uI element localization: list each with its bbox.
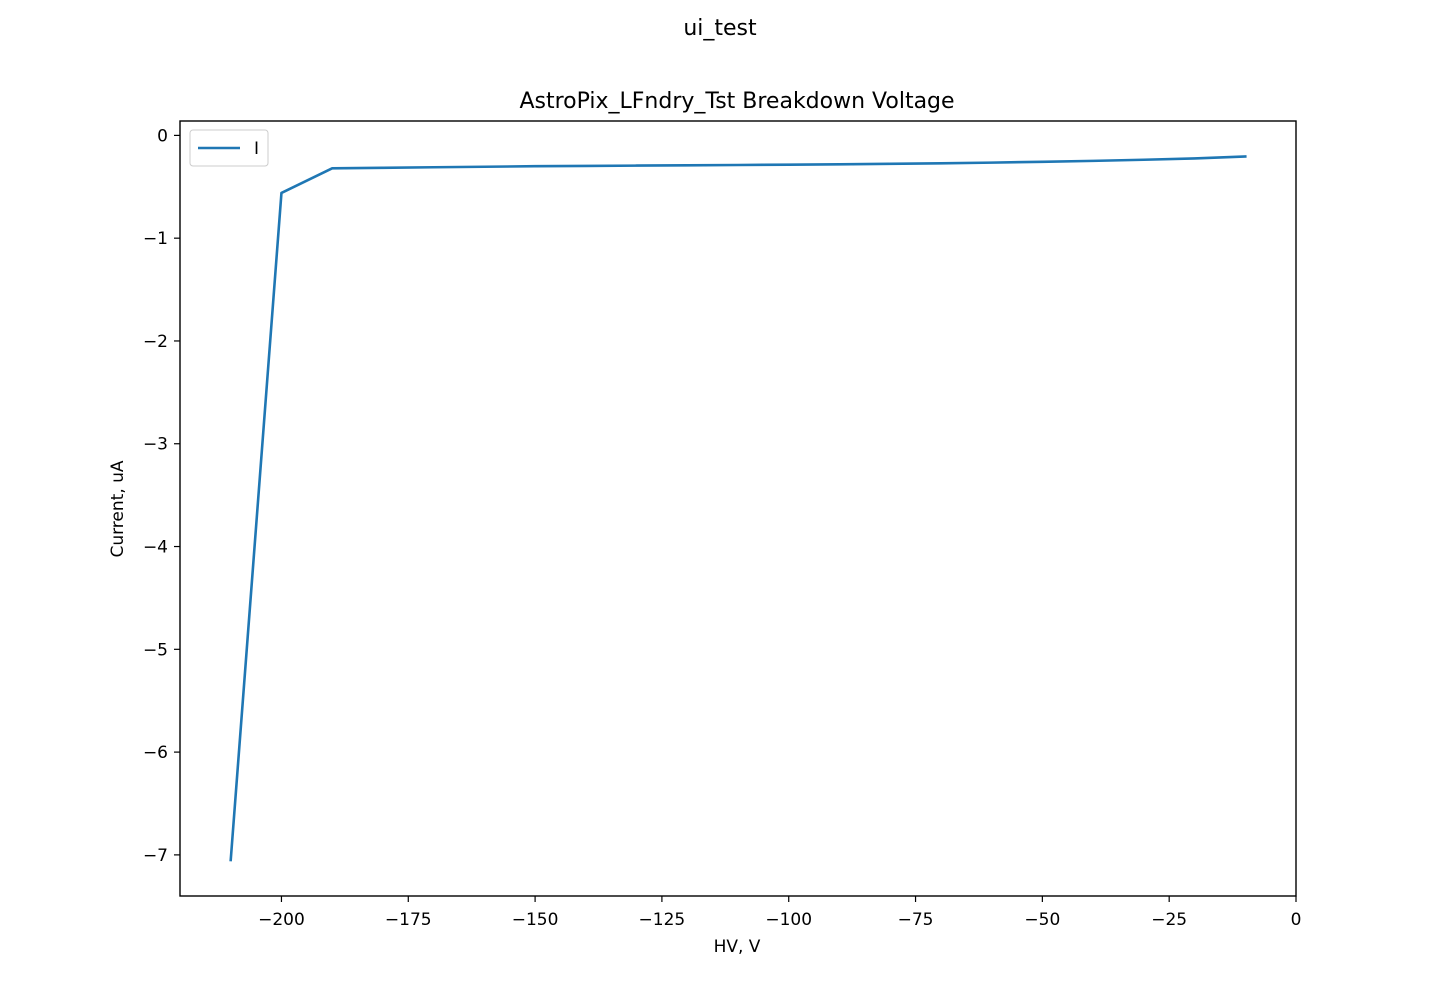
x-tick-label: −25 — [1151, 910, 1187, 930]
y-tick-label: −5 — [143, 640, 168, 660]
axes-spines — [179, 120, 1297, 897]
y-tick-label: 0 — [157, 126, 168, 146]
axes-frame — [179, 120, 1297, 897]
x-tick-label: −125 — [639, 910, 686, 930]
plot-area — [180, 121, 1296, 896]
y-tick-label: −1 — [143, 229, 168, 249]
y-tick-label: −4 — [143, 538, 168, 558]
x-tick-label: −75 — [898, 910, 934, 930]
y-tick-label: −6 — [143, 743, 168, 763]
x-tick-label: −100 — [765, 910, 812, 930]
y-tick-label: −7 — [143, 846, 168, 866]
plot-background — [180, 121, 1296, 896]
y-axis-label: Current, uA — [108, 460, 128, 557]
x-tick-label: −175 — [385, 910, 432, 930]
x-tick-label: 0 — [1291, 910, 1302, 930]
y-axis: 0 −1 −2 −3 −4 −5 −6 −7 — [143, 126, 180, 866]
y-tick-label: −2 — [143, 332, 168, 352]
legend-label-I: I — [254, 139, 259, 159]
x-tick-label: −150 — [512, 910, 559, 930]
chart-title: AstroPix_LFndry_Tst Breakdown Voltage — [519, 89, 954, 114]
y-tick-label: −3 — [143, 435, 168, 455]
x-tick-label: −50 — [1024, 910, 1060, 930]
series-layer — [229, 155, 1247, 862]
figure-suptitle: ui_test — [683, 16, 757, 41]
legend: I — [189, 129, 269, 167]
x-axis-label: HV, V — [714, 937, 761, 957]
series-line-I — [229, 155, 1247, 862]
x-axis: −200 −175 −150 −125 −100 −75 −50 −25 0 — [258, 896, 1301, 930]
x-tick-label: −200 — [258, 910, 305, 930]
